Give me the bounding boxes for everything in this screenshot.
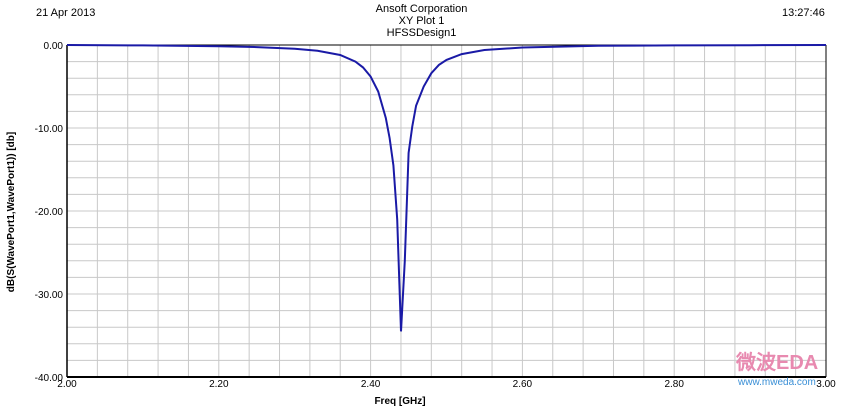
s11-curve — [66, 44, 827, 332]
x-tick-label: 2.00 — [57, 379, 77, 390]
company-name: Ansoft Corporation — [375, 3, 468, 15]
y-tick-label: -20.00 — [35, 207, 64, 218]
plot-title: XY Plot 1 — [398, 15, 445, 27]
y-tick-label: 0.00 — [44, 41, 64, 52]
plot-header: Ansoft Corporation XY Plot 1 HFSSDesign1 — [0, 3, 843, 39]
y-tick-labels: 0.00 -10.00 -20.00 -30.00 -40.00 — [35, 41, 64, 384]
x-tick-label: 3.00 — [816, 379, 836, 390]
plot-time: 13:27:46 — [782, 7, 825, 19]
y-tick-label: -10.00 — [35, 124, 64, 135]
y-tick-label: -40.00 — [35, 373, 64, 384]
y-tick-label: -30.00 — [35, 290, 64, 301]
x-tick-label: 2.20 — [209, 379, 229, 390]
x-tick-labels: 2.00 2.20 2.40 2.60 2.80 3.00 — [57, 379, 836, 390]
watermark-logo: 微波EDA — [735, 350, 818, 374]
watermark-url: www.mweda.com — [737, 377, 816, 388]
design-name: HFSSDesign1 — [386, 27, 457, 39]
x-tick-label: 2.60 — [513, 379, 533, 390]
x-tick-label: 2.80 — [664, 379, 684, 390]
x-axis-label: Freq [GHz] — [374, 396, 425, 407]
x-tick-label: 2.40 — [361, 379, 381, 390]
y-axis-label: dB(S(WavePort1,WavePort1)) [db] — [6, 132, 17, 292]
grid-lines — [66, 44, 827, 378]
plot-date: 21 Apr 2013 — [36, 7, 96, 19]
